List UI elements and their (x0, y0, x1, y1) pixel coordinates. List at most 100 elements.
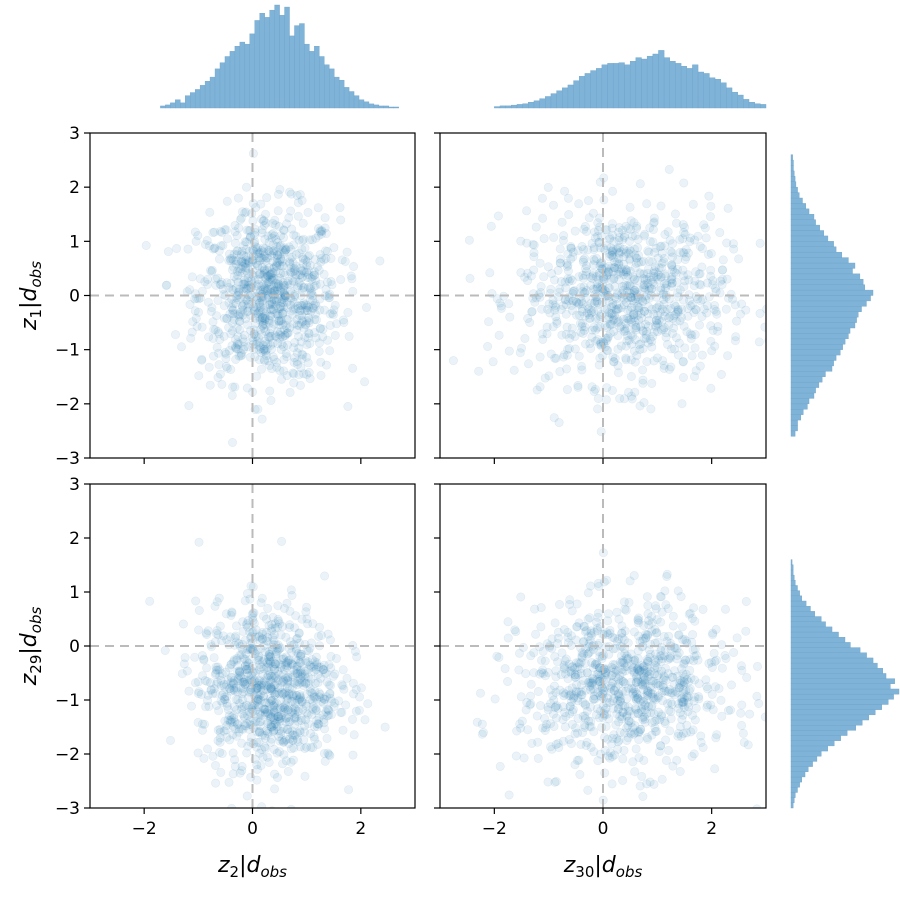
scatter-point (276, 345, 286, 355)
scatter-point (706, 249, 716, 259)
scatter-point (278, 702, 288, 712)
scatter-point (571, 658, 581, 668)
scatter-point (265, 652, 275, 662)
scatter-point (665, 235, 675, 245)
scatter-point (663, 604, 673, 614)
scatter-point (278, 705, 288, 715)
scatter-point (270, 769, 280, 779)
scatter-point (658, 675, 668, 685)
scatter-point (532, 385, 542, 395)
scatter-point (639, 269, 649, 279)
histogram-bar (204, 81, 211, 109)
scatter-point (279, 702, 289, 712)
scatter-point (551, 302, 561, 312)
scatter-point (275, 268, 285, 278)
scatter-point (282, 329, 292, 339)
scatter-point (216, 226, 226, 236)
scatter-point (329, 305, 339, 315)
scatter-point (255, 660, 265, 670)
scatter-point (296, 713, 306, 723)
scatter-point (294, 370, 304, 380)
scatter-point (299, 369, 309, 379)
scatter-point (622, 735, 632, 745)
scatter-point (588, 663, 598, 673)
scatter-point (261, 320, 271, 330)
scatter-point (252, 683, 262, 693)
scatter-point (614, 703, 624, 713)
scatter-point (586, 305, 596, 315)
scatter-point (257, 745, 267, 755)
scatter-point (644, 616, 654, 626)
scatter-point (645, 237, 655, 247)
scatter-point (259, 265, 269, 275)
scatter-point (717, 640, 727, 650)
scatter-point (608, 252, 618, 262)
scatter-point (627, 292, 637, 302)
scatter-point (231, 354, 241, 364)
scatter-point (305, 261, 315, 271)
scatter-point (239, 299, 249, 309)
scatter-point (656, 592, 666, 602)
scatter-point (619, 259, 629, 269)
scatter-point (683, 692, 693, 702)
scatter-point (272, 257, 282, 267)
histogram-bar (790, 626, 833, 633)
scatter-point (280, 243, 290, 253)
scatter-point (504, 790, 514, 800)
scatter-point (683, 248, 693, 258)
scatter-point (577, 242, 587, 252)
histogram-bar (790, 327, 851, 334)
scatter-point (583, 677, 593, 687)
scatter-point (661, 735, 671, 745)
scatter-point (550, 353, 560, 363)
scatter-point (256, 246, 266, 256)
scatter-point (276, 316, 286, 326)
scatter-point (210, 243, 220, 253)
scatter-point (561, 654, 571, 664)
scatter-point (226, 660, 236, 670)
scatter-point (296, 669, 306, 679)
scatter-point (257, 802, 267, 808)
scatter-point (624, 716, 634, 726)
scatter-point (590, 296, 600, 306)
scatter-point (197, 651, 207, 661)
scatter-point (258, 253, 268, 263)
scatter-point (638, 326, 648, 336)
scatter-point (668, 611, 678, 621)
scatter-point (288, 368, 298, 378)
scatter-point (266, 677, 276, 687)
scatter-point (651, 321, 661, 331)
scatter-point (652, 272, 662, 282)
scatter-point (710, 657, 720, 667)
scatter-point (292, 325, 302, 335)
scatter-point (233, 661, 243, 671)
scatter-point (216, 675, 226, 685)
scatter-point (275, 683, 285, 693)
scatter-point (319, 748, 329, 758)
scatter-point (571, 723, 581, 733)
scatter-point (256, 662, 266, 672)
scatter-point (621, 221, 631, 231)
scatter-point (636, 257, 646, 267)
scatter-point (478, 728, 488, 738)
scatter-point (582, 301, 592, 311)
scatter-point (627, 394, 637, 404)
scatter-point (679, 282, 689, 292)
scatter-point (276, 710, 286, 720)
scatter-point (616, 651, 626, 661)
scatter-point (642, 734, 652, 744)
scatter-point (314, 338, 324, 348)
scatter-point (606, 243, 616, 253)
histogram-bar (790, 756, 818, 762)
histogram-bar (229, 51, 236, 109)
scatter-point (290, 719, 300, 729)
scatter-point (308, 704, 318, 714)
scatter-point (279, 325, 289, 335)
scatter-point (259, 221, 269, 231)
scatter-point (555, 284, 565, 294)
scatter-point (260, 704, 270, 714)
scatter-point (265, 657, 275, 667)
